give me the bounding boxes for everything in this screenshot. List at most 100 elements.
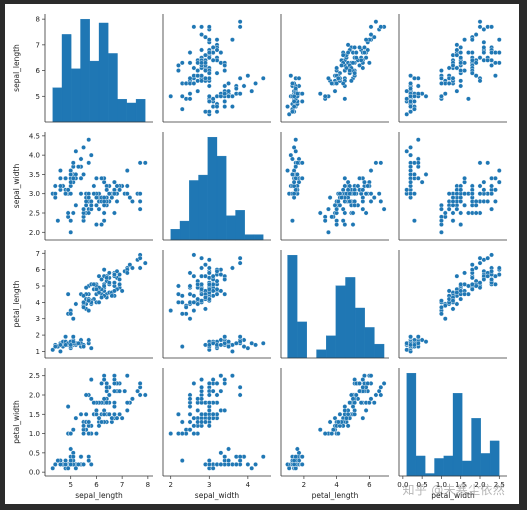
scatter-point [489, 183, 494, 189]
scatter-point [222, 68, 228, 73]
scatter-point [230, 373, 235, 379]
scatter-point [450, 63, 456, 68]
scatter-point [477, 280, 483, 286]
scatter-point [412, 218, 417, 224]
scatter-point [477, 191, 483, 197]
scatter-point [415, 175, 421, 181]
scatter-point [294, 91, 300, 97]
scatter-point [81, 293, 86, 299]
scatter-point [362, 45, 367, 50]
scatter-point [94, 175, 99, 181]
scatter-point [86, 298, 92, 304]
scatter-point [352, 191, 358, 197]
scatter-point [187, 75, 193, 81]
scatter-point [296, 75, 302, 81]
scatter-point [191, 273, 197, 279]
x-tick-label: 2 [302, 481, 306, 489]
scatter-point [245, 462, 251, 467]
scatter-point [340, 218, 346, 224]
scatter-point [360, 187, 366, 193]
scatter-point [366, 60, 372, 66]
scatter-point [378, 384, 384, 390]
scatter-point [286, 111, 292, 117]
scatter-point [368, 24, 374, 30]
scatter-point [485, 160, 491, 166]
scatter-point [214, 268, 220, 274]
hist-bar [216, 155, 227, 241]
scatter-point [462, 37, 467, 43]
scatter-point [493, 73, 498, 79]
scatter-point [94, 431, 99, 436]
scatter-point [142, 392, 148, 398]
x-tick-label: 8 [146, 481, 150, 489]
scatter-point [352, 400, 358, 406]
scatter-point [423, 339, 429, 345]
scatter-point [94, 222, 99, 227]
hist-bar [80, 18, 90, 123]
scatter-point [78, 156, 84, 162]
y-tick-label: 2 [36, 332, 40, 340]
scatter-point [187, 283, 193, 289]
y-tick-label: 0.0 [29, 469, 40, 477]
scatter-point [360, 65, 366, 71]
scatter-point [412, 75, 417, 81]
scatter-point [117, 411, 122, 417]
panel-sepal_length-vs-petal_length [280, 14, 389, 123]
scatter-point [130, 199, 135, 204]
scatter-point [329, 214, 335, 220]
scatter-point [137, 381, 143, 386]
scatter-point [363, 210, 369, 216]
x-tick-label: 1.5 [455, 481, 466, 489]
scatter-point [176, 283, 181, 289]
scatter-point [179, 431, 185, 436]
scatter-point [446, 206, 452, 212]
scatter-point [191, 431, 197, 436]
scatter-point [187, 396, 193, 402]
scatter-point [408, 164, 413, 170]
scatter-point [76, 462, 81, 467]
scatter-point [237, 260, 243, 266]
scatter-point [124, 408, 130, 413]
scatter-point [52, 462, 58, 467]
scatter-point [446, 191, 452, 197]
scatter-point [368, 396, 374, 402]
scatter-point [73, 465, 79, 471]
scatter-point [112, 179, 117, 185]
scatter-point [230, 104, 235, 109]
scatter-point [450, 199, 456, 204]
scatter-point [339, 195, 344, 200]
scatter-point [86, 210, 92, 216]
x-tick-label: 1.0 [436, 481, 447, 489]
scatter-point [368, 191, 374, 197]
scatter-point [446, 81, 452, 86]
scatter-point [439, 311, 444, 317]
scatter-point [496, 265, 502, 271]
scatter-point [78, 175, 84, 181]
scatter-point [58, 183, 63, 189]
scatter-point [206, 415, 212, 421]
scatter-point [179, 344, 185, 349]
scatter-point [199, 377, 204, 382]
scatter-point [442, 316, 448, 322]
scatter-point [101, 411, 107, 417]
scatter-point [340, 52, 346, 58]
scatter-point [210, 96, 216, 102]
scatter-point [117, 388, 122, 394]
scatter-point [187, 60, 193, 66]
scatter-point [408, 334, 413, 340]
scatter-point [68, 431, 74, 436]
scatter-point [210, 45, 216, 50]
scatter-point [94, 286, 99, 292]
y-tick-label: 2.5 [29, 372, 40, 380]
scatter-point [342, 210, 348, 216]
hist-bar [135, 98, 146, 123]
scatter-point [299, 454, 305, 460]
scatter-point [104, 384, 110, 390]
scatter-point [199, 47, 204, 53]
y-tick-label: 7 [36, 41, 40, 49]
scatter-point [404, 88, 410, 94]
scatter-point [378, 392, 384, 398]
scatter-point [249, 465, 255, 471]
scatter-point [63, 334, 68, 340]
scatter-point [450, 306, 456, 312]
